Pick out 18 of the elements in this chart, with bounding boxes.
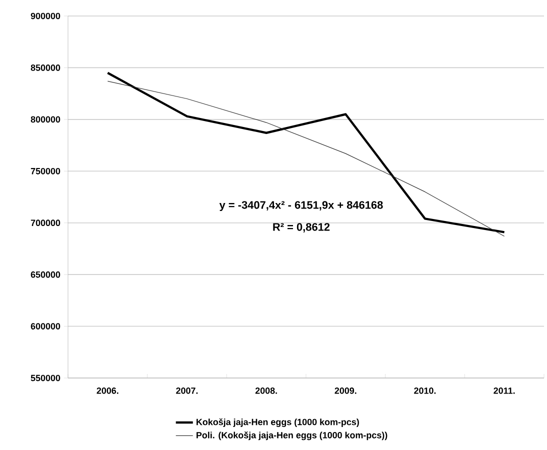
legend-label: Poli. (Kokošja jaja-Hen eggs (1000 kom-pcs)): [196, 432, 388, 440]
y-tick-label: 550000: [30, 374, 60, 382]
y-tick-label: 600000: [30, 323, 60, 330]
legend-label: Kokošja jaja-Hen eggs (1000 kom-pcs): [196, 418, 359, 427]
x-tick-label: 2006.: [96, 388, 118, 394]
x-tick-label: 2010.: [414, 388, 436, 394]
x-tick-label: 2009.: [334, 388, 356, 394]
y-tick-label: 750000: [30, 168, 60, 174]
annotation: y = -3407,4x² - 6151,9x + 846168: [219, 201, 383, 211]
y-tick-label: 900000: [30, 12, 60, 20]
x-tick-label: 2008.: [255, 388, 277, 394]
y-tick-label: 650000: [30, 271, 60, 278]
x-tick-label: 2007.: [176, 388, 198, 394]
y-tick-label: 800000: [30, 116, 60, 123]
x-tick-label: 2011.: [494, 388, 515, 394]
annotation: R² = 0,8612: [273, 223, 330, 232]
y-tick-label: 700000: [30, 220, 60, 226]
y-tick-label: 850000: [30, 64, 60, 71]
